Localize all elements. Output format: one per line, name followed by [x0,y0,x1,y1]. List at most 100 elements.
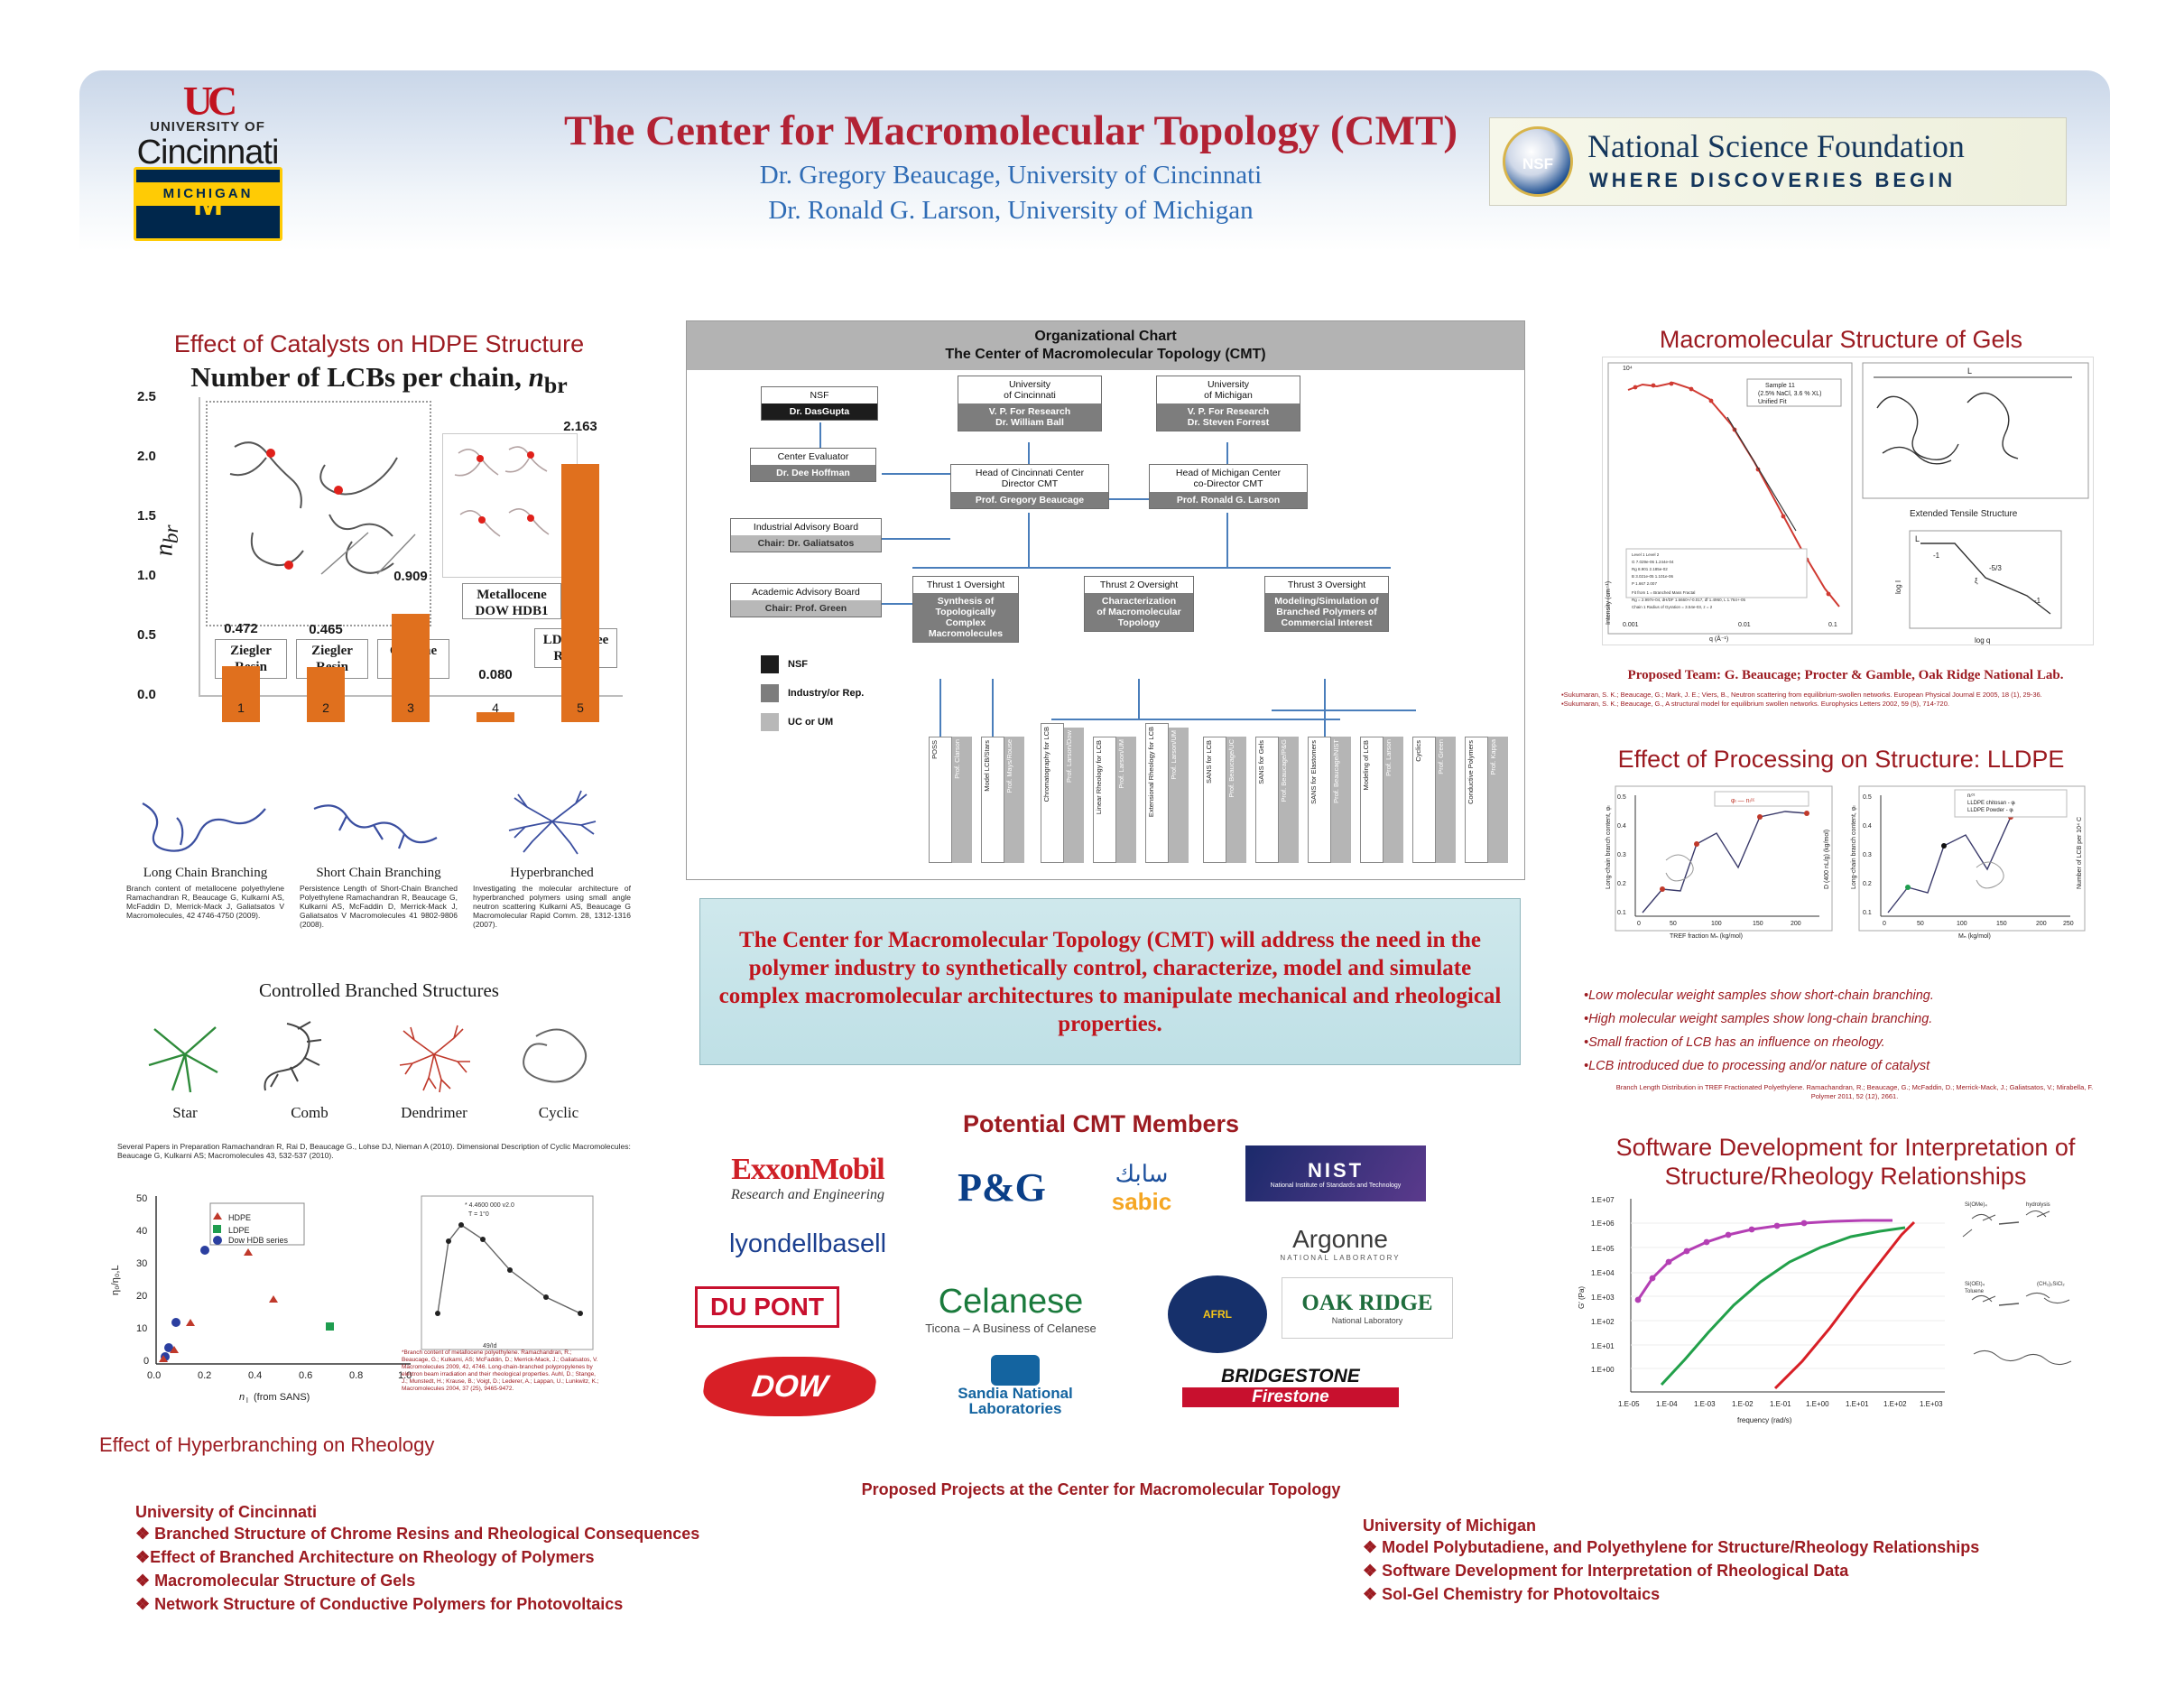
svg-text:Sample 11: Sample 11 [1765,383,1795,389]
svg-text:ξ: ξ [1975,577,1978,585]
org-umhead-top: Head of Michigan Center co-Director CMT [1175,468,1282,489]
project-person-6: Prof. Beaucage/P&G [1280,739,1288,802]
software-figure: 1.E+07 1.E+06 1.E+05 1.E+04 1.E+03 1.E+02 1.… [1575,1192,2125,1435]
um-projects-heading: University of Michigan [1363,1516,1537,1535]
svg-text:200: 200 [2036,921,2047,927]
org-uc-top: University of Cincinnati [1004,379,1056,401]
org-heading-line1: Organizational Chart [1034,329,1177,344]
logo-oakridge: OAK RIDGE National Laboratory [1282,1277,1453,1339]
svg-text:0.2: 0.2 [1617,881,1626,887]
org-connector [882,473,950,475]
gel-ref-1: ▪Sukumaran, S. K.; Beaucage, G., A struc… [1561,699,1949,708]
svg-text:G 7.029e-06 1.244e-04: G 7.029e-06 1.244e-04 [1632,560,1674,564]
svg-text:0: 0 [1883,921,1886,927]
lldpe-bullet-2: •Small fraction of LCB has an influence … [1584,1035,1885,1050]
project-box-4: Extensional Rheology for LCB [1145,723,1169,863]
org-connector [1138,679,1140,719]
legend-label-industry: Industry/or Rep. [788,688,865,699]
org-connector [1226,442,1228,464]
svg-text:-1: -1 [2034,597,2041,605]
proposed-projects-title: Proposed Projects at the Center for Macr… [861,1480,1341,1498]
legend-label-uc-um: UC or UM [788,717,834,728]
nsf-seal-icon: NSF [1503,126,1573,197]
logo-nist-sub: National Institute of Standards and Tech… [1270,1182,1402,1189]
org-aab-top: Academic Advisory Board [752,587,860,598]
bar-xtick-0: 1 [237,700,245,715]
um-band-label: MICHIGAN [136,182,280,206]
org-connector [1051,719,1340,720]
svg-text:0.8: 0.8 [349,1370,363,1381]
svg-text:Number of LCB per 10⁴ C: Number of LCB per 10⁴ C [2077,817,2083,889]
org-box-evaluator: Center Evaluator Dr. Dee Hoffman [750,448,876,482]
section-title-gels: Macromolecular Structure of Gels [1659,326,2023,353]
svg-text:-5/3: -5/3 [1989,564,2002,572]
hyperbranching-title: Effect of Hyperbranching on Rheology [99,1433,435,1456]
svg-text:0.4: 0.4 [1863,823,1872,830]
project-box-3: Linear Rheology for LCB [1093,737,1116,863]
svg-text:0.2: 0.2 [198,1370,211,1381]
svg-text:η₀/η₀,L: η₀/η₀,L [110,1265,121,1295]
svg-text:1.E-02: 1.E-02 [1732,1400,1754,1408]
branch-cell-2: Hyperbranched Investigating the molecula… [473,785,631,929]
org-connector [992,679,994,737]
svg-text:log q: log q [1975,636,1990,645]
project-title-9: Cyclics [1414,740,1422,762]
org-connector [1324,679,1326,737]
bar-1 [307,666,345,722]
project-person-box-6: Prof. Beaucage/P&G [1279,737,1299,863]
svg-text:1.E-03: 1.E-03 [1694,1400,1716,1408]
um-project-item-0: ❖ Model Polybutadiene, and Polyethylene … [1363,1538,1980,1556]
svg-text:Mₙ (kg/mol): Mₙ (kg/mol) [1958,933,1991,940]
lldpe-figure: φₗ — nₗᶜᵋ 0.5 0.4 0.3 0.2 0.1 0 50 100 150 200… [1579,781,2121,975]
svg-text:L: L [1915,534,1920,543]
project-title-7: SANS for Elastomers [1309,740,1318,804]
svg-text:0.4: 0.4 [248,1370,262,1381]
svg-text:1.E-04: 1.E-04 [1656,1400,1678,1408]
svg-text:1.E+03: 1.E+03 [1920,1400,1943,1408]
controlled-cell-0: Star [126,1011,244,1122]
org-heading-line2: The Center of Macromolecular Topology (C… [945,347,1266,362]
um-projects-list: University of Michigan ❖ Model Polybutad… [1363,1516,2130,1606]
svg-text:G′ (Pa): G′ (Pa) [1578,1286,1586,1309]
bar-value-3: 0.080 [478,667,513,683]
project-title-3: Linear Rheology for LCB [1095,740,1103,815]
branch-caption-2: Investigating the molecular architecture… [473,884,631,929]
logo-dupont-name: DU PONT [710,1293,824,1321]
uc-projects-list: University of Cincinnati ❖ Branched Stru… [135,1503,857,1616]
branch-caption-1: Persistence Length of Short-Chain Branch… [300,884,458,929]
project-person-box-1: Prof. Mays/Rouse [1004,737,1024,863]
project-box-9: Cyclics [1412,737,1436,863]
svg-text:LLDPE Powder - φₗ: LLDPE Powder - φₗ [1967,808,2013,813]
y-axis [199,397,200,695]
project-person-0: Prof. Clarson [953,739,961,779]
logo-bridgestone: BRIDGESTONE Firestone [1182,1357,1399,1416]
gel-ref-0: ▪Sukumaran, S. K.; Beaucage, G.; Mark, J… [1561,691,2042,699]
svg-text:Rg = 2.997e-04, dH/DF 1.6660+/: Rg = 2.997e-04, dH/DF 1.6660+/-0.017, df… [1632,598,1746,602]
gel-figure: Sample 11 (2.5% NaCl, 3.6 % XL) Unified … [1602,357,2094,645]
project-title-0: POSS [930,740,939,759]
project-box-7: SANS for Elastomers [1308,737,1331,863]
svg-text:1.E+01: 1.E+01 [1846,1400,1869,1408]
logo-dupont: DU PONT [695,1286,839,1328]
bar-value-0: 0.472 [224,620,258,636]
project-box-5: SANS for LCB [1203,737,1226,863]
project-title-10: Conductive Polymers [1467,740,1475,804]
org-box-um-head: Head of Michigan Center co-Director CMT … [1149,464,1308,509]
logo-argonne-name: Argonne [1292,1224,1388,1253]
logo-sandia: Sandia National Laboratories [912,1351,1119,1420]
nsf-tagline: WHERE DISCOVERIES BEGIN [1589,169,1957,191]
svg-text:20: 20 [136,1291,147,1302]
project-box-10: Conductive Polymers [1465,737,1488,863]
section-title-catalysts: Effect of Catalysts on HDPE Structure [173,330,585,357]
members-logos: ExxonMobil Research and Engineering P&G … [695,1142,1516,1444]
mission-statement: The Center for Macromolecular Topology (… [699,898,1521,1065]
bar-xtick-4: 5 [577,700,584,715]
bar-ytick-4: 2.0 [137,449,156,464]
project-box-8: Modeling of LCB [1360,737,1384,863]
thrust-1-top: Thrust 2 Oversight [1099,580,1179,590]
logo-sabic-sub: سابك [1115,1160,1169,1187]
svg-text:Rg 8.901 2.185e-02: Rg 8.901 2.185e-02 [1632,567,1668,571]
svg-text:log I: log I [1894,580,1902,594]
nsf-logo: NSF National Science Foundation WHERE DI… [1489,117,2067,206]
bar-4 [561,464,599,722]
